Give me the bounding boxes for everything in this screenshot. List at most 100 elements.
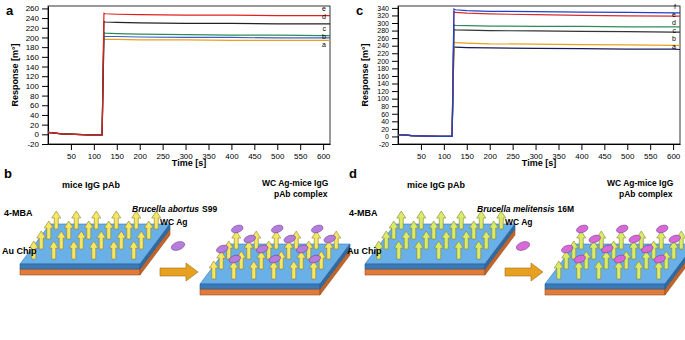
y-tick: 40 [30,111,48,120]
probe-arrow [449,221,458,239]
diagram: bmice IgG pAb4-MBAAu ChipBrucella abortu… [2,166,350,295]
y-tick: 160 [26,53,48,62]
probe-arrow [394,241,403,259]
x-tick: 250 [156,144,170,161]
y-tick-mark [42,105,48,106]
x-tick-mark [627,144,628,150]
probe-arrow [642,251,651,269]
diagram: dmice IgG pAb4-MBAAu ChipBrucella melite… [347,166,685,295]
x-tick: 400 [575,144,589,161]
antigen [560,244,574,255]
y-axis: -20020406080100120140160180200220240260 [26,4,49,149]
y-tick-label: 200 [377,58,389,65]
y-tick-mark [392,23,398,24]
x-tick-mark [71,144,72,150]
antigen [243,234,257,245]
y-tick-mark [392,106,398,107]
y-tick-mark [392,84,398,85]
probe-arrow [269,261,278,279]
y-tick: -20 [27,140,48,149]
probe-arrow [414,241,423,259]
complex-label: WC Ag-mice IgG [607,178,674,188]
y-tick-label: 20 [30,121,39,130]
x-tick-label: 150 [461,152,475,161]
y-tick: 120 [26,72,48,81]
antigen [615,224,629,235]
probe-arrow [249,261,258,279]
y-tick-mark [42,144,48,145]
x-tick-mark [490,144,491,150]
probe-arrow [382,231,391,249]
y-axis-line [48,7,49,145]
y-tick: 0 [35,130,48,139]
x-tick-mark [208,144,209,150]
x-tick: 150 [111,144,125,161]
y-tick-label: 160 [377,73,389,80]
y-tick-label: 80 [381,103,389,110]
x-axis-title: Time [s] [522,158,556,168]
x-tick: 550 [644,144,658,161]
y-tick-mark [42,28,48,29]
y-tick-label: 200 [26,34,40,43]
probe-arrow [92,211,101,229]
series-label: c [673,27,677,34]
y-tick-mark [392,91,398,92]
probe-arrow [469,221,478,239]
series-label: c [323,25,327,32]
series-line [48,33,330,135]
antigen [653,254,667,265]
probe-arrow [657,231,666,249]
y-tick: 60 [30,101,48,110]
probe-arrow [614,261,623,279]
x-tick-label: 500 [271,152,285,161]
y-tick-label: 60 [30,101,39,110]
x-tick-mark [186,144,187,150]
probe-arrow [284,241,293,259]
y-tick-mark [392,15,398,16]
y-tick-label: -20 [27,140,39,149]
x-tick-mark [673,144,674,150]
x-tick-mark [94,144,95,150]
probe-arrow [297,251,306,269]
complex-label: pAb complex [619,189,673,199]
y-tick-label: 320 [377,12,389,19]
panel-label: a [6,3,14,18]
chip-front [365,264,485,269]
probe-arrow [669,241,678,259]
x-tick-mark [117,144,118,150]
y-tick-mark [392,136,398,137]
probe-arrow [429,221,438,239]
y-tick-label: 20 [381,126,389,133]
antigen [228,254,242,265]
probe-arrow [482,231,491,249]
y-tick: 20 [30,121,48,130]
probe-arrow [109,241,118,259]
x-tick-label: 100 [438,152,452,161]
y-tick-label: 280 [377,27,389,34]
y-tick: 280 [377,27,398,34]
series-line [398,25,680,137]
y-tick-label: 180 [26,43,40,52]
x-tick: 400 [225,144,239,161]
y-tick-mark [392,68,398,69]
probe-arrow [257,251,266,269]
y-tick-label: 260 [377,35,389,42]
probe-arrow [112,211,121,229]
probe-label: mice IgG pAb [62,180,121,190]
probe-arrow [272,231,281,249]
probe-arrow [589,241,598,259]
y-tick-label: 40 [381,118,389,125]
x-tick-mark [581,144,582,150]
y-tick-mark [392,129,398,130]
complex-label: WC Ag-mice IgG [262,178,329,188]
x-tick: 600 [667,144,681,161]
x-tick-mark [558,144,559,150]
x-tick-label: 100 [88,152,102,161]
y-tick-label: 340 [377,5,389,12]
x-tick: 450 [598,144,612,161]
antigen [573,254,587,265]
series-label: e [322,5,326,12]
y-tick: 60 [381,110,398,117]
probe-arrow [217,251,226,269]
chip-front [200,284,320,289]
